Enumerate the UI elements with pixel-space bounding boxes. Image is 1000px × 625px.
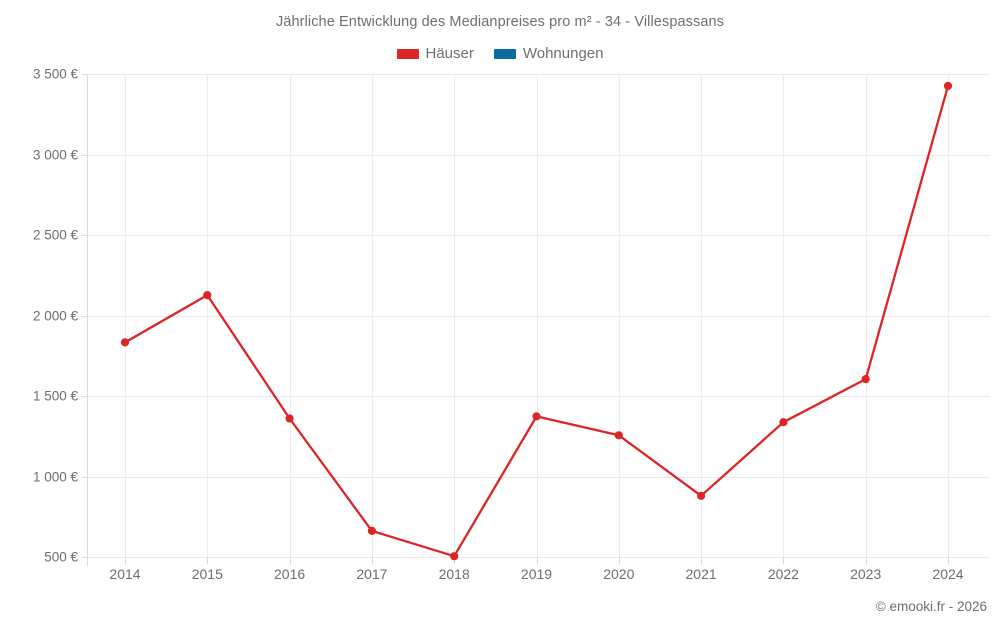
y-axis-tick-mark [82,315,88,317]
x-axis-tick-label: 2018 [438,566,470,582]
y-axis-tick-label: 3 000 € [32,147,78,162]
y-axis-tick-mark [82,154,88,156]
y-axis-tick-mark [82,235,88,236]
x-axis-tick-mark [125,557,126,564]
x-axis-tick-mark [536,557,538,564]
x-axis-tick-label: 2014 [109,566,141,582]
x-axis-tick-label: 2021 [685,566,717,582]
gridline-vertical [865,74,867,557]
legend-label-hauser: Häuser [425,45,474,62]
chart-legend: Häuser Wohnungen [0,45,1000,62]
x-axis-tick-label: 2017 [356,566,388,582]
y-axis-tick-label: 3 500 € [32,66,78,82]
gridline-vertical [701,74,703,557]
y-axis-tick-label: 2 000 € [32,308,78,323]
y-axis-tick-mark [82,396,88,397]
gridline-vertical [207,74,209,557]
gridline-vertical [125,74,126,557]
legend-item-hauser[interactable]: Häuser [396,45,474,62]
legend-swatch-wohnungen-icon [493,48,516,59]
x-axis-tick-mark [701,557,703,564]
gridline-horizontal [88,557,990,558]
x-axis-tick-mark [783,557,785,564]
y-axis-tick-label: 2 500 € [32,227,78,243]
x-axis-tick-mark [371,557,373,564]
x-axis-tick-mark [948,557,949,564]
x-axis-tick-label: 2019 [520,566,553,582]
x-axis-tick-label: 2023 [850,566,882,582]
y-axis-tick-mark [82,476,88,478]
y-axis-tick-label: 500 € [44,549,78,565]
x-axis-tick-label: 2022 [767,566,799,582]
gridline-vertical [371,74,373,557]
y-axis-tick-mark [82,74,88,75]
x-axis-tick-label: 2015 [191,566,223,582]
x-axis-tick-mark [865,557,867,564]
y-axis-line [87,74,88,566]
y-axis-tick-label: 1 000 € [32,469,78,484]
gridline-horizontal [88,315,990,317]
x-axis-tick-mark [289,557,291,564]
gridline-vertical [289,74,291,557]
gridline-horizontal [88,235,990,236]
legend-label-wohnungen: Wohnungen [522,45,604,62]
y-axis-tick-mark [82,557,88,558]
gridline-horizontal [88,396,990,397]
legend-item-wohnungen[interactable]: Wohnungen [493,45,604,62]
plot-area [88,74,990,558]
legend-swatch-hauser-icon [396,48,419,59]
gridline-vertical [454,74,456,557]
x-axis-tick-label: 2016 [274,566,306,582]
y-axis-tick-label: 1 500 € [32,388,78,404]
y-axis-ticks: 500 € 1 000 € 1 500 € 2 000 € 2 500 € 3 000 €… [0,0,78,625]
gridline-vertical [536,74,538,557]
x-axis-tick-label: 2024 [932,566,964,582]
chart-title: Jährliche Entwicklung des Medianpreises … [275,14,725,30]
gridline-horizontal [88,154,990,156]
gridline-horizontal [88,74,990,75]
gridline-vertical [948,74,949,557]
x-axis-tick-mark [618,557,620,564]
gridline-horizontal [88,476,990,478]
x-axis-tick-mark [454,557,456,564]
x-axis-tick-mark [207,557,209,564]
x-axis-tick-label: 2020 [603,566,635,582]
gridline-vertical [618,74,620,557]
gridline-vertical [783,74,785,557]
copyright-footer: © emooki.fr - 2026 [875,599,987,614]
